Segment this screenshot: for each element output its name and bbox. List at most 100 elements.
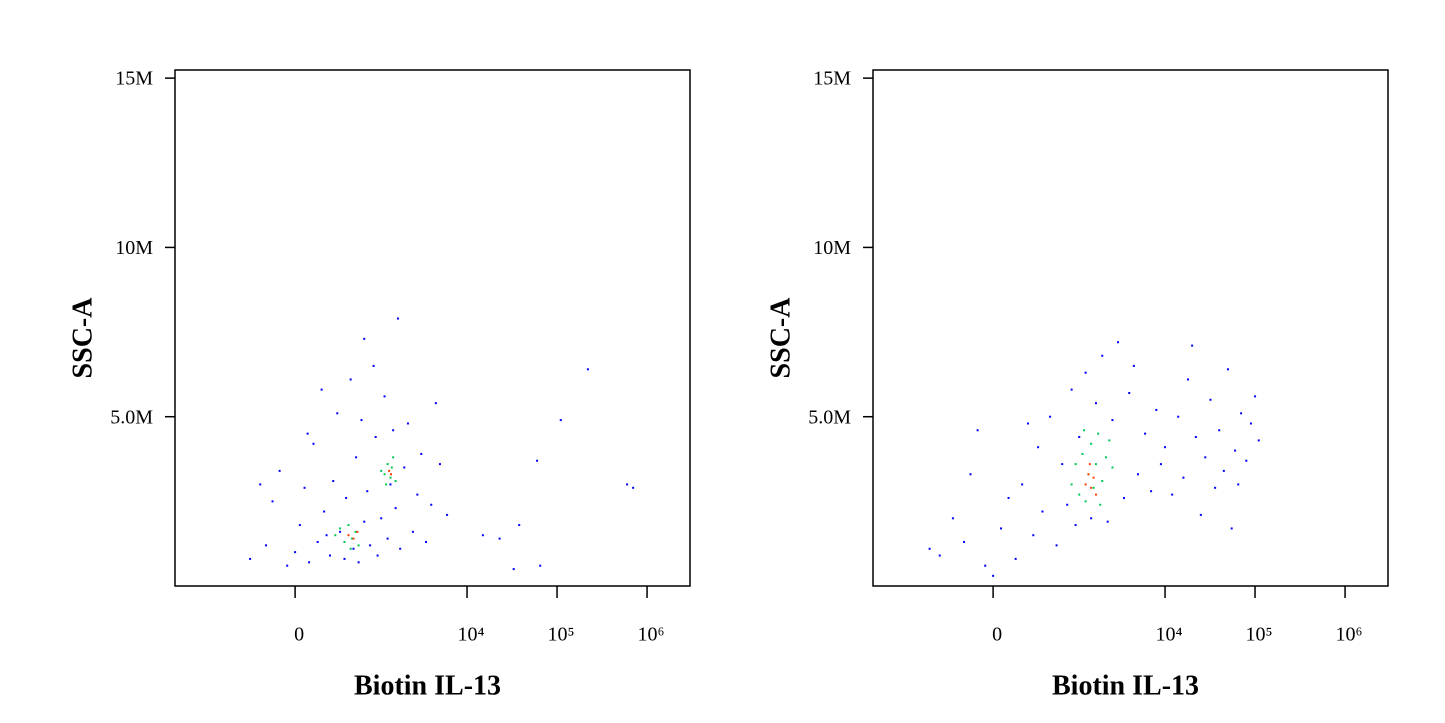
point xyxy=(380,517,383,520)
point xyxy=(329,554,332,557)
point xyxy=(406,422,409,425)
point xyxy=(1226,368,1229,371)
point xyxy=(1070,483,1073,486)
point xyxy=(1041,510,1044,513)
point xyxy=(356,530,359,533)
point xyxy=(363,337,366,340)
point xyxy=(586,368,589,371)
point xyxy=(394,480,397,483)
point xyxy=(320,388,323,391)
point xyxy=(1104,456,1107,459)
point xyxy=(286,564,289,567)
point xyxy=(416,493,419,496)
point xyxy=(355,456,358,459)
point xyxy=(306,432,309,435)
point xyxy=(351,537,354,540)
point xyxy=(1245,459,1248,462)
point xyxy=(1061,463,1064,466)
point xyxy=(1081,452,1084,455)
x-tick-label: 10⁶ xyxy=(638,624,665,646)
y-tick-label: 15M xyxy=(115,68,153,90)
point xyxy=(1032,534,1035,537)
point xyxy=(347,524,350,527)
point xyxy=(334,534,337,537)
point xyxy=(1187,378,1190,381)
panel: 0 10⁴ 10⁵ 10⁶ 5.0M 10M 15M Biotin IL-13 SSC-A xyxy=(765,68,1389,701)
point xyxy=(1199,513,1202,516)
point xyxy=(343,540,346,543)
point xyxy=(1084,500,1087,503)
point xyxy=(347,534,350,537)
point xyxy=(339,530,342,533)
point xyxy=(380,469,383,472)
point xyxy=(332,480,335,483)
point xyxy=(518,524,521,527)
point xyxy=(303,486,306,489)
y-axis-label: SSC-A xyxy=(765,297,796,379)
point xyxy=(1049,415,1052,418)
point xyxy=(1209,398,1212,401)
y-tick-label: 5.0M xyxy=(808,406,851,428)
x-axis-label: Biotin IL-13 xyxy=(1052,670,1199,701)
point xyxy=(349,547,352,550)
point xyxy=(1108,439,1111,442)
point xyxy=(1194,436,1197,439)
point xyxy=(536,459,539,462)
panel: 0 10⁴ 10⁵ 10⁶ 5.0M 10M 15M Biotin IL-13 SSC-A xyxy=(67,68,691,701)
point xyxy=(360,419,363,422)
x-tick-label: 10⁵ xyxy=(548,624,575,646)
point xyxy=(963,540,966,543)
point xyxy=(343,557,346,560)
point xyxy=(349,378,352,381)
point xyxy=(1066,503,1069,506)
y-axis-label: SSC-A xyxy=(67,297,98,379)
point xyxy=(1111,419,1114,422)
point xyxy=(430,503,433,506)
point xyxy=(1037,446,1040,449)
point xyxy=(446,513,449,516)
y-tick-label: 15M xyxy=(813,68,851,90)
point xyxy=(1136,473,1139,476)
x-tick-label: 10⁴ xyxy=(1156,624,1183,646)
point xyxy=(1084,371,1087,374)
point xyxy=(383,473,386,476)
point xyxy=(352,537,355,540)
point xyxy=(992,574,995,577)
point xyxy=(438,463,441,466)
point xyxy=(434,402,437,405)
point xyxy=(1150,490,1153,493)
x-tick-label: 10⁶ xyxy=(1336,624,1363,646)
point xyxy=(1070,388,1073,391)
point xyxy=(390,466,393,469)
point xyxy=(1094,463,1097,466)
point xyxy=(374,436,377,439)
point xyxy=(559,419,562,422)
x-axis-label: Biotin IL-13 xyxy=(354,670,501,701)
point xyxy=(1074,463,1077,466)
point xyxy=(388,469,391,472)
plot-frame xyxy=(174,69,691,587)
point xyxy=(1099,503,1102,506)
point xyxy=(1101,480,1104,483)
point xyxy=(1171,493,1174,496)
point xyxy=(392,429,395,432)
point xyxy=(498,537,501,540)
point xyxy=(976,429,979,432)
point xyxy=(298,524,301,527)
point xyxy=(512,568,515,571)
point xyxy=(1078,493,1081,496)
point xyxy=(389,476,392,479)
point xyxy=(399,547,402,550)
x-tick-label: 0 xyxy=(992,624,1002,646)
plot-frame xyxy=(872,69,1389,587)
point xyxy=(1007,496,1010,499)
point xyxy=(1084,483,1087,486)
point xyxy=(1117,341,1120,344)
point xyxy=(323,510,326,513)
point xyxy=(278,469,281,472)
point xyxy=(1092,486,1095,489)
point xyxy=(1132,364,1135,367)
y-tick-label: 10M xyxy=(813,237,851,259)
point xyxy=(385,483,388,486)
